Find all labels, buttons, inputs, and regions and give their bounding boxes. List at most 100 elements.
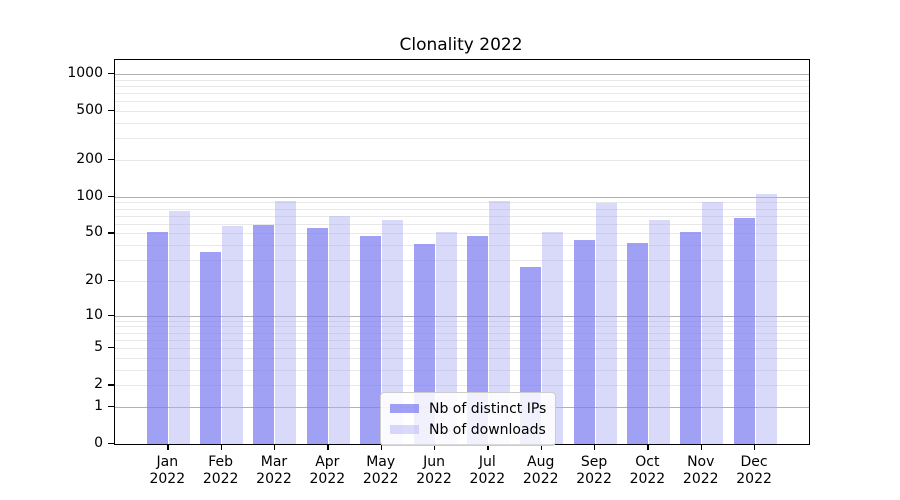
x-tick-year: 2022 (149, 470, 186, 487)
minor-gridline (115, 385, 809, 387)
y-tick-mark (108, 195, 114, 198)
x-tick-month: Feb (208, 454, 234, 470)
bar-downloads-may (382, 219, 404, 444)
x-tick-month: Sep (580, 454, 608, 470)
minor-gridline (115, 280, 809, 282)
x-tick-mark (167, 444, 169, 450)
x-tick-label: Aug 2022 (509, 454, 573, 487)
minor-gridline (115, 101, 809, 103)
bar-distinct-ips-sep (573, 240, 595, 444)
bar-downloads-apr (328, 215, 350, 444)
x-tick-year: 2022 (256, 470, 292, 487)
minor-gridline (115, 79, 809, 81)
x-tick-month: Jul (478, 454, 496, 470)
x-tick-mark (487, 444, 489, 450)
y-tick-label: 20 (85, 271, 103, 288)
major-gridline (115, 315, 809, 317)
x-tick-label: Dec 2022 (722, 454, 786, 487)
minor-gridline (115, 208, 809, 210)
minor-gridline (115, 122, 809, 124)
bar-distinct-ips-dec (733, 218, 755, 444)
x-tick-month: May (366, 454, 396, 470)
bar-distinct-ips-may (360, 235, 382, 444)
x-tick-mark (434, 444, 436, 450)
bar-downloads-jul (488, 201, 510, 444)
x-tick-month: Dec (740, 454, 768, 470)
x-tick-mark (594, 444, 596, 450)
bar-distinct-ips-mar (253, 224, 275, 444)
y-tick-label: 10 (85, 306, 103, 323)
x-tick-month: Mar (260, 454, 288, 470)
legend-swatch-downloads (390, 425, 419, 434)
x-tick-month: Aug (527, 454, 555, 470)
legend-item-distinct-ips: Nb of distinct IPs (390, 398, 546, 419)
minor-gridline (115, 320, 809, 322)
x-tick-mark (327, 444, 329, 450)
x-tick-label: Apr 2022 (295, 454, 359, 487)
y-tick-label: 2 (94, 376, 103, 393)
x-tick-label: Jan 2022 (135, 454, 199, 487)
chart-title: Clonality 2022 (399, 35, 523, 55)
minor-gridline (115, 159, 809, 161)
legend-swatch-distinct-ips (390, 404, 419, 413)
y-tick-label: 100 (76, 187, 103, 204)
x-tick-year: 2022 (736, 470, 772, 487)
y-tick-label: 500 (76, 102, 103, 119)
y-tick-label: 1000 (67, 65, 103, 81)
x-tick-label: Jul 2022 (455, 454, 519, 487)
x-tick-mark (220, 444, 223, 450)
y-tick-mark (108, 73, 114, 75)
gridlines-layer (115, 60, 809, 444)
bar-downloads-oct (648, 220, 670, 444)
x-tick-month: Apr (315, 454, 340, 470)
bar-downloads-jan (168, 210, 190, 444)
y-tick-mark (108, 232, 114, 234)
y-tick-mark (108, 347, 114, 349)
minor-gridline (115, 223, 809, 225)
y-tick-label: 200 (76, 150, 103, 167)
minor-gridline (115, 332, 809, 334)
x-tick-mark (380, 444, 383, 450)
y-tick-mark (108, 110, 114, 112)
x-tick-month: Oct (635, 454, 660, 470)
legend-item-downloads: Nb of downloads (390, 419, 546, 440)
y-tick-mark (108, 314, 114, 316)
y-tick-label: 1 (94, 397, 103, 414)
x-tick-month: Jan (156, 454, 179, 470)
x-tick-label: May 2022 (349, 454, 413, 487)
bar-downloads-sep (595, 203, 617, 444)
x-tick-year: 2022 (522, 470, 559, 487)
x-tick-label: Feb 2022 (189, 454, 253, 487)
x-tick-month: Jun (423, 454, 445, 470)
x-tick-year: 2022 (576, 470, 612, 487)
x-tick-mark (540, 444, 543, 450)
major-gridline (115, 74, 809, 75)
major-gridline (115, 196, 809, 198)
x-tick-mark (273, 444, 276, 450)
minor-gridline (115, 93, 809, 95)
x-tick-label: Nov 2022 (669, 454, 733, 487)
x-tick-mark (754, 444, 756, 450)
legend-label-distinct-ips: Nb of distinct IPs (429, 400, 547, 417)
x-tick-label: Mar 2022 (242, 454, 306, 487)
y-tick-mark (108, 384, 114, 386)
minor-gridline (115, 369, 809, 371)
y-tick-label: 50 (85, 224, 103, 241)
y-tick-mark (108, 405, 114, 408)
x-tick-mark (647, 444, 649, 450)
y-tick-mark (108, 158, 114, 161)
minor-gridline (115, 260, 809, 262)
minor-gridline (115, 357, 809, 359)
x-tick-year: 2022 (362, 470, 399, 487)
legend: Nb of distinct IPs Nb of downloads (380, 392, 557, 446)
minor-gridline (115, 138, 809, 140)
minor-gridline (115, 326, 809, 328)
minor-gridline (115, 85, 809, 87)
bar-downloads-aug (542, 232, 564, 444)
minor-gridline (115, 111, 809, 113)
x-tick-year: 2022 (629, 470, 666, 487)
y-tick-mark (108, 443, 114, 445)
legend-label-downloads: Nb of downloads (429, 421, 546, 438)
bar-distinct-ips-nov (680, 232, 702, 444)
bar-downloads-jun (435, 232, 457, 444)
